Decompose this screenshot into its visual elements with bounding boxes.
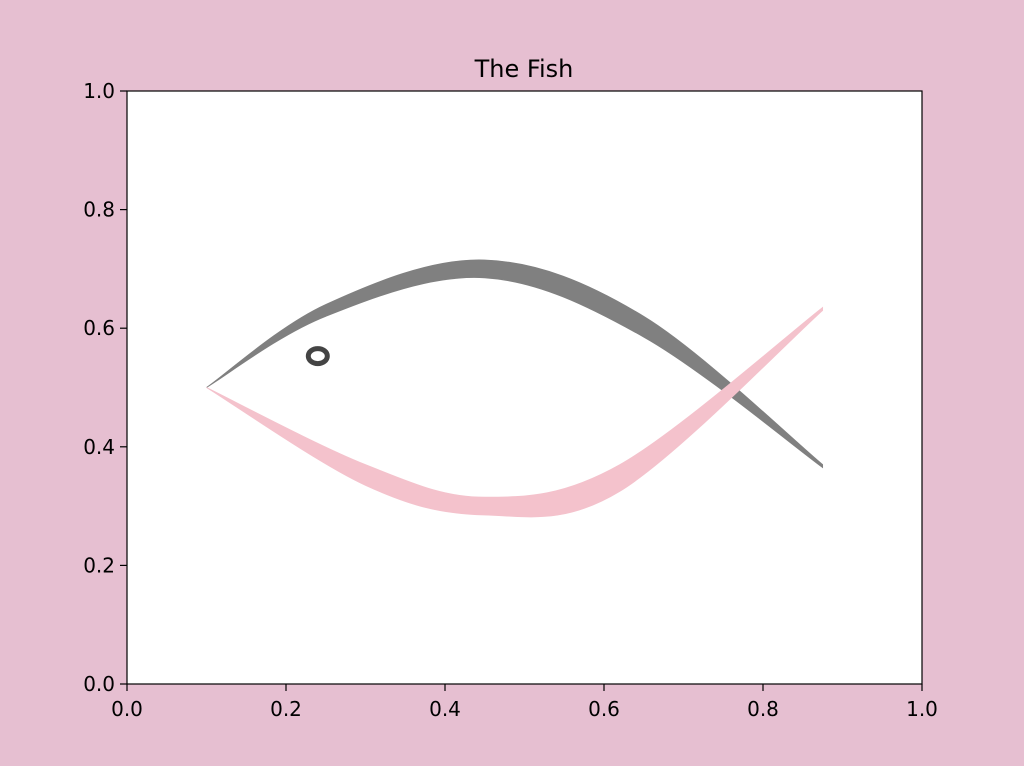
y-tick-label: 0.0 <box>83 672 115 696</box>
x-tick-label: 1.0 <box>906 697 938 721</box>
fish-bands <box>206 259 824 518</box>
x-tick-label: 0.6 <box>588 697 620 721</box>
fish-band-0 <box>206 259 824 469</box>
x-axis: 0.0 0.2 0.4 0.6 0.8 1.0 <box>111 684 938 721</box>
chart-title: The Fish <box>474 55 574 83</box>
eye-pupil-highlight <box>313 353 322 359</box>
y-tick-label: 0.4 <box>83 435 115 459</box>
axes-frame <box>126 90 923 685</box>
y-tick-label: 0.6 <box>83 316 115 340</box>
fish-eye <box>305 346 330 367</box>
x-tick-label: 0.8 <box>747 697 779 721</box>
y-tick-label: 0.2 <box>83 553 115 577</box>
y-tick-label: 1.0 <box>83 79 115 103</box>
axes-background <box>127 91 922 684</box>
x-tick-label: 0.2 <box>270 697 302 721</box>
fish-band-1 <box>206 306 824 518</box>
y-axis: 0.0 0.2 0.4 0.6 0.8 1.0 <box>83 79 127 696</box>
x-tick-label: 0.4 <box>429 697 461 721</box>
x-tick-label: 0.0 <box>111 697 143 721</box>
y-tick-label: 0.8 <box>83 198 115 222</box>
eye-ring <box>305 346 330 367</box>
